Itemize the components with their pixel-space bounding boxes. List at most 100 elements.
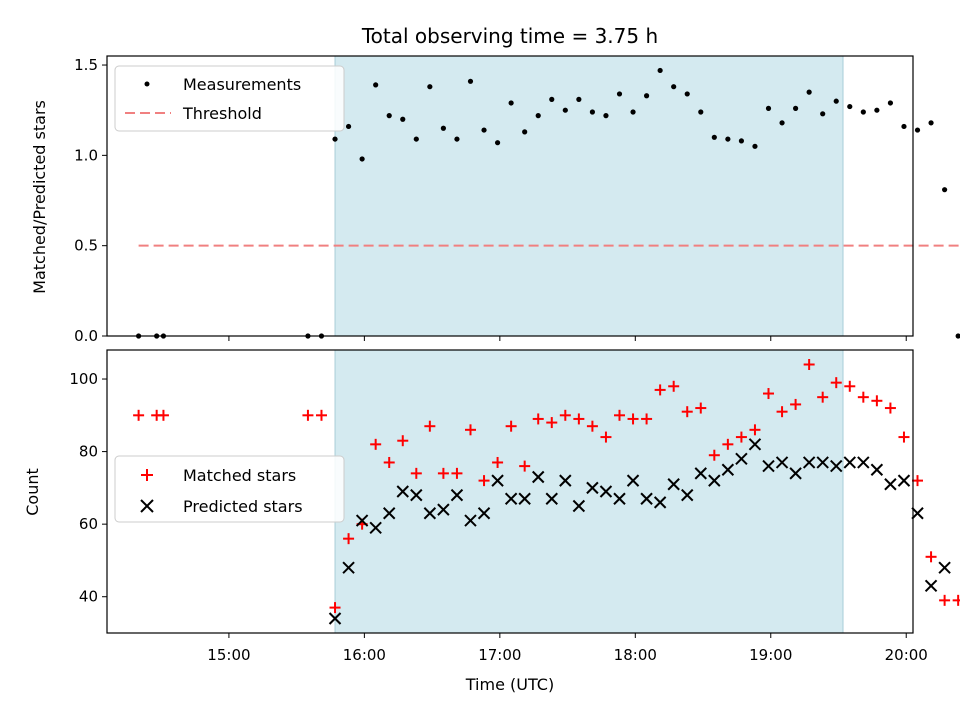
bottom-panel: 40 60 80 100 15:00 16:00 17:00 18:00 19:00 20:00…	[23, 349, 960, 694]
measurement-point	[874, 107, 880, 113]
matched-star-point	[302, 409, 314, 421]
predicted-star-point	[762, 459, 775, 473]
predicted-star-point	[559, 474, 572, 487]
predicted-star-point	[464, 514, 477, 527]
top-legend-frame	[114, 65, 345, 132]
matched-star-point	[912, 475, 924, 487]
predicted-star-point	[681, 488, 694, 502]
predicted-star-point	[328, 612, 342, 625]
bottom-y-tick-label: 100	[69, 370, 98, 388]
matched-star-point	[315, 409, 327, 421]
matched-star-point	[722, 438, 734, 450]
predicted-star-point	[640, 492, 653, 505]
measurement-point	[549, 96, 555, 102]
legend-matched-label: Matched stars	[183, 466, 296, 485]
measurement-point	[928, 120, 934, 126]
predicted-star-point	[477, 507, 491, 520]
predicted-star-point	[924, 579, 938, 593]
measurement-point	[657, 67, 663, 74]
matched-star-point	[505, 420, 517, 432]
matched-star-point	[830, 377, 842, 389]
measurement-point	[440, 125, 446, 131]
measurement-point	[752, 143, 758, 149]
predicted-star-point	[775, 456, 789, 469]
matched-star-point	[437, 467, 449, 479]
predicted-star-point	[450, 488, 464, 502]
legend-measurements-label: Measurements	[183, 75, 301, 94]
measurement-point	[738, 138, 745, 144]
measurement-point	[698, 109, 704, 115]
x-tick-label: 19:00	[749, 646, 792, 664]
matched-star-point	[776, 406, 788, 418]
matched-star-point	[735, 431, 747, 443]
measurement-point	[806, 89, 812, 95]
measurement-point	[359, 156, 365, 162]
measurement-point	[386, 113, 392, 119]
x-axis-label: Time (UTC)	[465, 675, 554, 694]
predicted-star-point	[667, 478, 680, 491]
predicted-star-point	[708, 474, 721, 487]
x-tick-label: 15:00	[207, 646, 250, 664]
measurement-point	[508, 100, 514, 106]
x-tick-label: 16:00	[343, 646, 386, 664]
matched-star-point	[857, 391, 869, 403]
matched-star-point	[424, 420, 436, 432]
measurement-point	[684, 91, 690, 97]
top-y-tick-label: 1.5	[74, 56, 98, 74]
measurement-point	[345, 123, 352, 130]
matched-star-point	[668, 380, 680, 392]
matched-star-point	[627, 413, 639, 425]
measurement-point	[616, 91, 623, 97]
top-y-tick-label: 0.0	[74, 327, 98, 345]
measurement-point	[792, 105, 799, 111]
predicted-star-point	[599, 485, 613, 498]
measurement-point	[630, 109, 636, 115]
predicted-star-point	[897, 474, 911, 487]
measurement-point	[779, 120, 785, 126]
matched-star-point	[383, 456, 395, 468]
matched-star-point	[844, 380, 856, 392]
measurement-point	[847, 103, 853, 110]
legend-threshold-label: Threshold	[182, 104, 262, 123]
matched-star-point	[343, 533, 355, 545]
measurement-point	[914, 127, 921, 133]
predicted-star-point	[613, 492, 626, 505]
top-y-ticks: 0.0 0.5 1.0 1.5	[74, 56, 107, 345]
top-x-ticks	[228, 336, 907, 341]
bottom-legend-frame	[114, 455, 345, 523]
x-tick-label: 17:00	[478, 646, 521, 664]
matched-star-point	[478, 475, 490, 487]
predicted-star-point	[545, 492, 558, 505]
top-plot-frame	[106, 55, 914, 337]
matched-star-point	[492, 456, 504, 468]
predicted-star-point	[857, 456, 870, 469]
matched-star-point	[546, 417, 558, 429]
bottom-y-axis-label: Count	[23, 468, 42, 516]
predicted-star-point	[572, 499, 586, 513]
measurement-point	[494, 140, 501, 146]
measurement-point	[820, 111, 826, 117]
bottom-plot-frame	[106, 349, 914, 634]
measurements-points	[136, 67, 960, 339]
matched-star-point	[695, 402, 707, 414]
measurement-point	[603, 113, 609, 119]
measurement-point	[562, 107, 568, 113]
matched-star-point	[397, 435, 409, 447]
matched-star-point	[586, 420, 598, 432]
predicted-star-point	[532, 470, 545, 484]
measurement-point	[535, 113, 541, 119]
top-panel: 0.0 0.5 1.0 1.5 Matched/Predicted stars Mea…	[30, 55, 960, 345]
measurement-point	[413, 136, 419, 142]
top-legend: Measurements Threshold	[114, 65, 345, 132]
predicted-star-point	[396, 485, 409, 498]
legend-measurements-marker	[144, 81, 150, 87]
matched-star-point	[600, 431, 612, 443]
x-tick-label: 18:00	[614, 646, 657, 664]
predicted-star-point	[383, 507, 396, 520]
matched-star-point	[133, 409, 145, 421]
chart-title: Total observing time = 3.75 h	[361, 24, 658, 48]
predicted-stars-points	[328, 438, 951, 625]
matched-star-point	[559, 409, 571, 421]
matched-star-point	[641, 413, 653, 425]
predicted-star-point	[884, 478, 897, 491]
